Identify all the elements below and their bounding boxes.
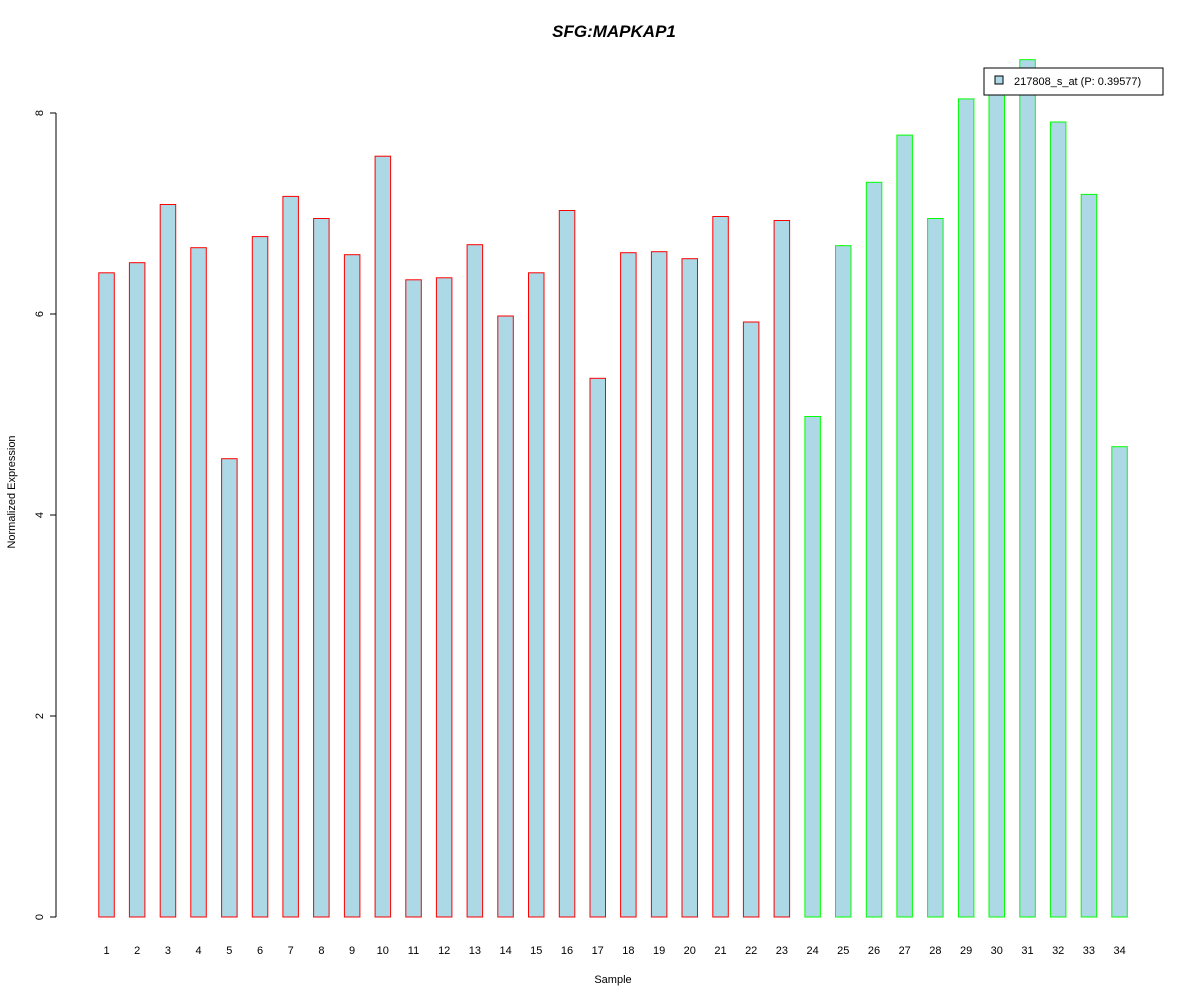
bar-sample-33 bbox=[1080, 193, 1098, 918]
x-tick-label: 24 bbox=[806, 945, 818, 957]
x-tick-label: 6 bbox=[257, 945, 263, 957]
x-tick-label: 1 bbox=[103, 945, 109, 957]
x-tick-label: 31 bbox=[1021, 945, 1033, 957]
x-tick-label: 29 bbox=[960, 945, 972, 957]
x-tick-label: 20 bbox=[684, 945, 696, 957]
bar-sample-13 bbox=[466, 244, 484, 918]
bar-sample-15 bbox=[528, 272, 545, 918]
x-tick-label: 11 bbox=[408, 945, 419, 957]
x-tick-label: 15 bbox=[530, 945, 542, 957]
bar-sample-29 bbox=[957, 98, 975, 918]
x-tick-label: 28 bbox=[929, 945, 941, 957]
bar-sample-27 bbox=[896, 134, 913, 918]
y-tick-label: 4 bbox=[34, 512, 46, 518]
bar-sample-5 bbox=[221, 458, 238, 918]
bar-sample-18 bbox=[620, 252, 637, 918]
bar-sample-19 bbox=[650, 251, 668, 918]
bar-sample-12 bbox=[435, 277, 453, 918]
bar-sample-28 bbox=[927, 218, 944, 918]
x-tick-label: 19 bbox=[653, 945, 665, 957]
bar-sample-25 bbox=[835, 245, 852, 918]
x-tick-label: 4 bbox=[196, 945, 202, 957]
bar-sample-20 bbox=[681, 258, 698, 918]
x-tick-label: 25 bbox=[837, 945, 849, 957]
bar-sample-17 bbox=[589, 377, 606, 918]
bar-sample-21 bbox=[712, 216, 729, 918]
x-tick-label: 7 bbox=[288, 945, 294, 957]
x-tick-label: 33 bbox=[1083, 945, 1095, 957]
x-tick-label: 30 bbox=[991, 945, 1003, 957]
x-tick-label: 8 bbox=[318, 945, 324, 957]
bar-sample-3 bbox=[159, 204, 177, 918]
bar-sample-10 bbox=[374, 155, 392, 918]
x-tick-labels: 1 2 3 4 5 6 7 8 9 10 11 12 13 14 15 16 17 18 19 20 21 22 23 24 2… bbox=[103, 945, 1125, 957]
y-tick-label: 2 bbox=[34, 713, 46, 719]
bar-sample-14 bbox=[497, 315, 514, 918]
x-tick-label: 14 bbox=[499, 945, 511, 957]
bar-sample-11 bbox=[405, 279, 422, 918]
x-tick-label: 3 bbox=[165, 945, 171, 957]
x-tick-label: 2 bbox=[134, 945, 140, 957]
bar-sample-2 bbox=[128, 262, 146, 918]
bar-sample-26 bbox=[865, 181, 883, 918]
x-tick-label: 5 bbox=[226, 945, 232, 957]
bars-group bbox=[98, 59, 1128, 918]
x-tick-label: 26 bbox=[868, 945, 880, 957]
bar-sample-34 bbox=[1111, 446, 1128, 918]
legend-box bbox=[983, 67, 1164, 96]
x-tick-label: 34 bbox=[1113, 945, 1125, 957]
x-tick-label: 12 bbox=[438, 945, 450, 957]
y-axis-label: Normalized Expression bbox=[6, 435, 18, 548]
y-axis: 0 2 4 6 8 bbox=[34, 110, 57, 920]
legend-label: 217808_s_at (P: 0.39577) bbox=[1014, 76, 1141, 88]
bar-sample-7 bbox=[282, 195, 299, 918]
x-tick-label: 23 bbox=[776, 945, 788, 957]
x-axis-label: Sample bbox=[594, 974, 631, 986]
bar-sample-31 bbox=[1019, 59, 1036, 918]
legend-swatch bbox=[994, 75, 1004, 85]
x-tick-label: 17 bbox=[592, 945, 604, 957]
x-tick-label: 16 bbox=[561, 945, 573, 957]
x-tick-label: 9 bbox=[349, 945, 355, 957]
bar-sample-24 bbox=[804, 416, 821, 918]
y-tick-label: 8 bbox=[34, 110, 46, 116]
bar-sample-9 bbox=[343, 254, 361, 918]
y-tick-label: 0 bbox=[34, 914, 46, 920]
bar-sample-22 bbox=[742, 321, 760, 918]
bar-sample-4 bbox=[190, 247, 207, 918]
bar-sample-6 bbox=[251, 236, 269, 918]
x-tick-label: 22 bbox=[745, 945, 757, 957]
bar-sample-32 bbox=[1049, 121, 1067, 918]
bar-sample-1 bbox=[98, 272, 115, 918]
x-tick-label: 21 bbox=[714, 945, 726, 957]
y-tick-label: 6 bbox=[34, 311, 46, 317]
chart-title: SFG:MAPKAP1 bbox=[552, 22, 676, 41]
legend: 217808_s_at (P: 0.39577) bbox=[983, 67, 1164, 96]
x-tick-label: 32 bbox=[1052, 945, 1064, 957]
bar-sample-8 bbox=[313, 218, 330, 918]
x-tick-label: 18 bbox=[622, 945, 634, 957]
bar-sample-16 bbox=[558, 210, 576, 918]
x-tick-label: 27 bbox=[899, 945, 911, 957]
x-tick-label: 13 bbox=[469, 945, 481, 957]
x-tick-label: 10 bbox=[377, 945, 389, 957]
bar-sample-30 bbox=[988, 89, 1005, 918]
bar-sample-23 bbox=[773, 220, 791, 918]
